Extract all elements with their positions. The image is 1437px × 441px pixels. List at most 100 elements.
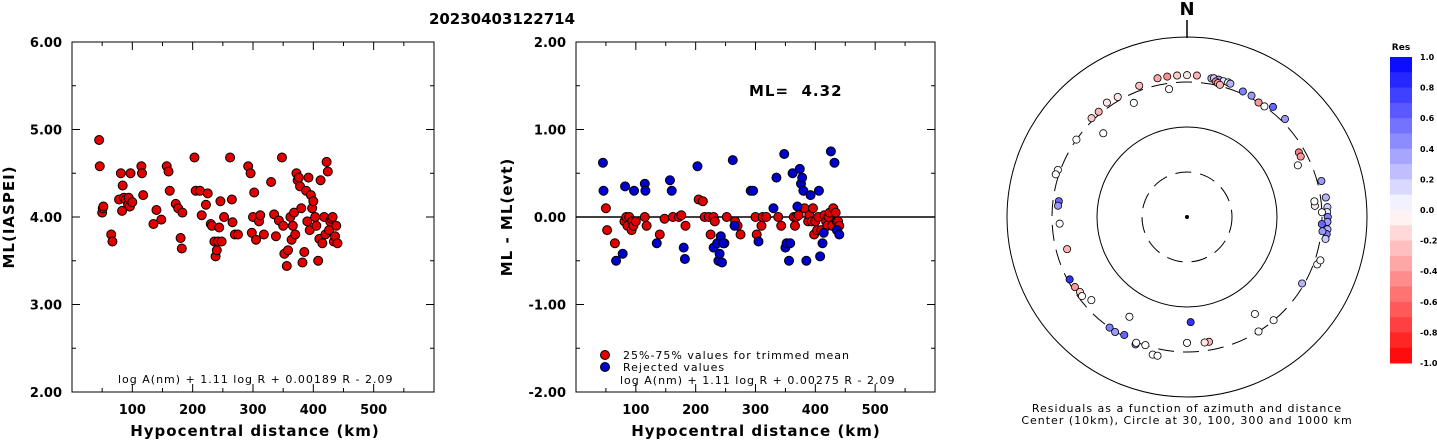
magnitude-point xyxy=(258,229,269,240)
rejected-point xyxy=(651,238,662,249)
residual-marker xyxy=(1226,79,1235,88)
colorbar-cell xyxy=(1390,271,1412,287)
residual-y-tick-label: 0.00 xyxy=(534,211,566,226)
legend-marker-trimmed xyxy=(600,350,610,360)
rejected-point xyxy=(798,185,809,196)
trimmed-point xyxy=(773,212,784,222)
colorbar-cell xyxy=(1390,148,1412,165)
magnitude-point xyxy=(136,168,147,179)
residual-marker xyxy=(1072,135,1081,144)
magnitude-point xyxy=(266,177,277,187)
residual-marker xyxy=(1065,275,1074,284)
magnitude-point xyxy=(219,212,230,222)
residual-marker xyxy=(1054,201,1063,210)
trimmed-point xyxy=(761,212,772,222)
trimmed-point xyxy=(789,220,800,231)
magnitude-point xyxy=(278,220,289,231)
magnitude-point xyxy=(196,210,207,221)
rejected-point xyxy=(620,181,631,192)
magnitude-point xyxy=(293,172,304,183)
colorbar-cell xyxy=(1390,57,1412,73)
residual-marker xyxy=(1094,107,1103,116)
rejected-point xyxy=(679,254,690,264)
magnitude-point xyxy=(189,152,200,163)
rejected-point xyxy=(716,257,727,268)
trimmed-point xyxy=(721,212,732,222)
residual-x-tick-label: 100 xyxy=(622,403,649,418)
residual-marker xyxy=(1135,81,1144,90)
azimuth-panel: N Residuals as a function of azimuth and… xyxy=(1006,0,1368,427)
rejected-point xyxy=(718,238,729,249)
magnitude-point xyxy=(227,217,238,228)
magnitude-y-tick-label: 4.00 xyxy=(30,211,62,226)
trimmed-point xyxy=(602,225,613,236)
residual-marker xyxy=(1250,309,1259,318)
distance-ring-30km xyxy=(1141,171,1233,263)
rejected-point xyxy=(787,168,798,179)
residual-x-axis-label: Hypocentral distance (km) xyxy=(631,422,881,440)
trimmed-point xyxy=(735,229,746,240)
residual-marker xyxy=(1063,245,1072,254)
magnitude-y-tick-label: 6.00 xyxy=(30,36,62,51)
rejected-point xyxy=(813,185,824,196)
residual-marker xyxy=(1183,338,1192,347)
colorbar-tick-label: 0.8 xyxy=(1420,84,1435,93)
residual-y-axis-label: ML - ML(evt) xyxy=(498,158,516,276)
rejected-point xyxy=(784,255,795,266)
residual-marker xyxy=(1105,323,1114,332)
magnitude-x-tick-label: 100 xyxy=(119,403,146,418)
magnitude-point xyxy=(315,175,326,186)
magnitude-point xyxy=(321,156,332,167)
magnitude-point xyxy=(313,255,324,266)
magnitude-point xyxy=(245,168,256,179)
magnitude-panel: 100 200 300 400 500 2.00 3.00 4.00 5.00 6.00 log … xyxy=(0,36,435,440)
colorbar-cell xyxy=(1390,301,1412,318)
colorbar-tick-label: -0.4 xyxy=(1420,267,1437,276)
magnitude-formula: log A(nm) + 1.11 log R + 0.00189 R - 2.0… xyxy=(118,373,393,386)
rejected-point xyxy=(785,238,796,249)
distance-ring-300km xyxy=(1051,81,1323,353)
residual-x-tick-label: 200 xyxy=(682,403,709,418)
residual-y-tick-label: -2.00 xyxy=(529,386,566,401)
magnitude-point xyxy=(232,229,243,240)
residual-marker xyxy=(1186,318,1195,327)
trimmed-point xyxy=(709,216,720,227)
magnitude-point xyxy=(276,152,287,163)
magnitude-point xyxy=(287,220,298,231)
magnitude-point xyxy=(138,190,149,201)
magnitude-point xyxy=(249,187,260,198)
trimmed-point xyxy=(654,229,665,240)
magnitude-point xyxy=(308,196,319,207)
residual-marker xyxy=(1070,283,1079,292)
rejected-point xyxy=(815,251,826,262)
residual-marker xyxy=(1192,71,1201,80)
residual-formula: log A(nm) + 1.11 log R + 0.00275 R - 2.0… xyxy=(620,374,895,387)
residual-marker xyxy=(1111,328,1120,337)
trimmed-point xyxy=(697,196,708,207)
magnitude-point xyxy=(289,207,300,218)
residual-marker xyxy=(1316,256,1325,265)
rejected-point xyxy=(664,175,675,186)
rejected-point xyxy=(829,157,840,168)
magnitude-point xyxy=(331,220,342,231)
magnitude-point xyxy=(327,212,338,222)
magnitude-point xyxy=(202,188,213,199)
rejected-point xyxy=(617,248,628,259)
rejected-point xyxy=(729,220,740,231)
trimmed-point xyxy=(600,203,611,214)
magnitude-point xyxy=(94,135,105,145)
residual-marker xyxy=(1317,208,1326,217)
residual-marker xyxy=(1247,91,1256,100)
rejected-point xyxy=(714,248,725,259)
rejected-point xyxy=(629,185,640,196)
azimuth-caption-line2: Center (10km), Circle at 30, 100, 300 an… xyxy=(1021,414,1352,427)
magnitude-y-axis-label: ML(IASPEI) xyxy=(0,165,18,268)
magnitude-point xyxy=(94,161,105,172)
magnitude-point xyxy=(200,199,211,210)
residual-marker xyxy=(1260,102,1269,111)
residual-marker xyxy=(1125,312,1134,321)
legend-label-trimmed: 25%-75% values for trimmed mean xyxy=(623,349,850,362)
residual-panel: 100 200 300 400 500 -2.00 -1.00 0.00 1.00 2.00 ML… xyxy=(498,36,936,440)
residual-marker xyxy=(1153,351,1162,360)
magnitude-point xyxy=(270,231,281,242)
